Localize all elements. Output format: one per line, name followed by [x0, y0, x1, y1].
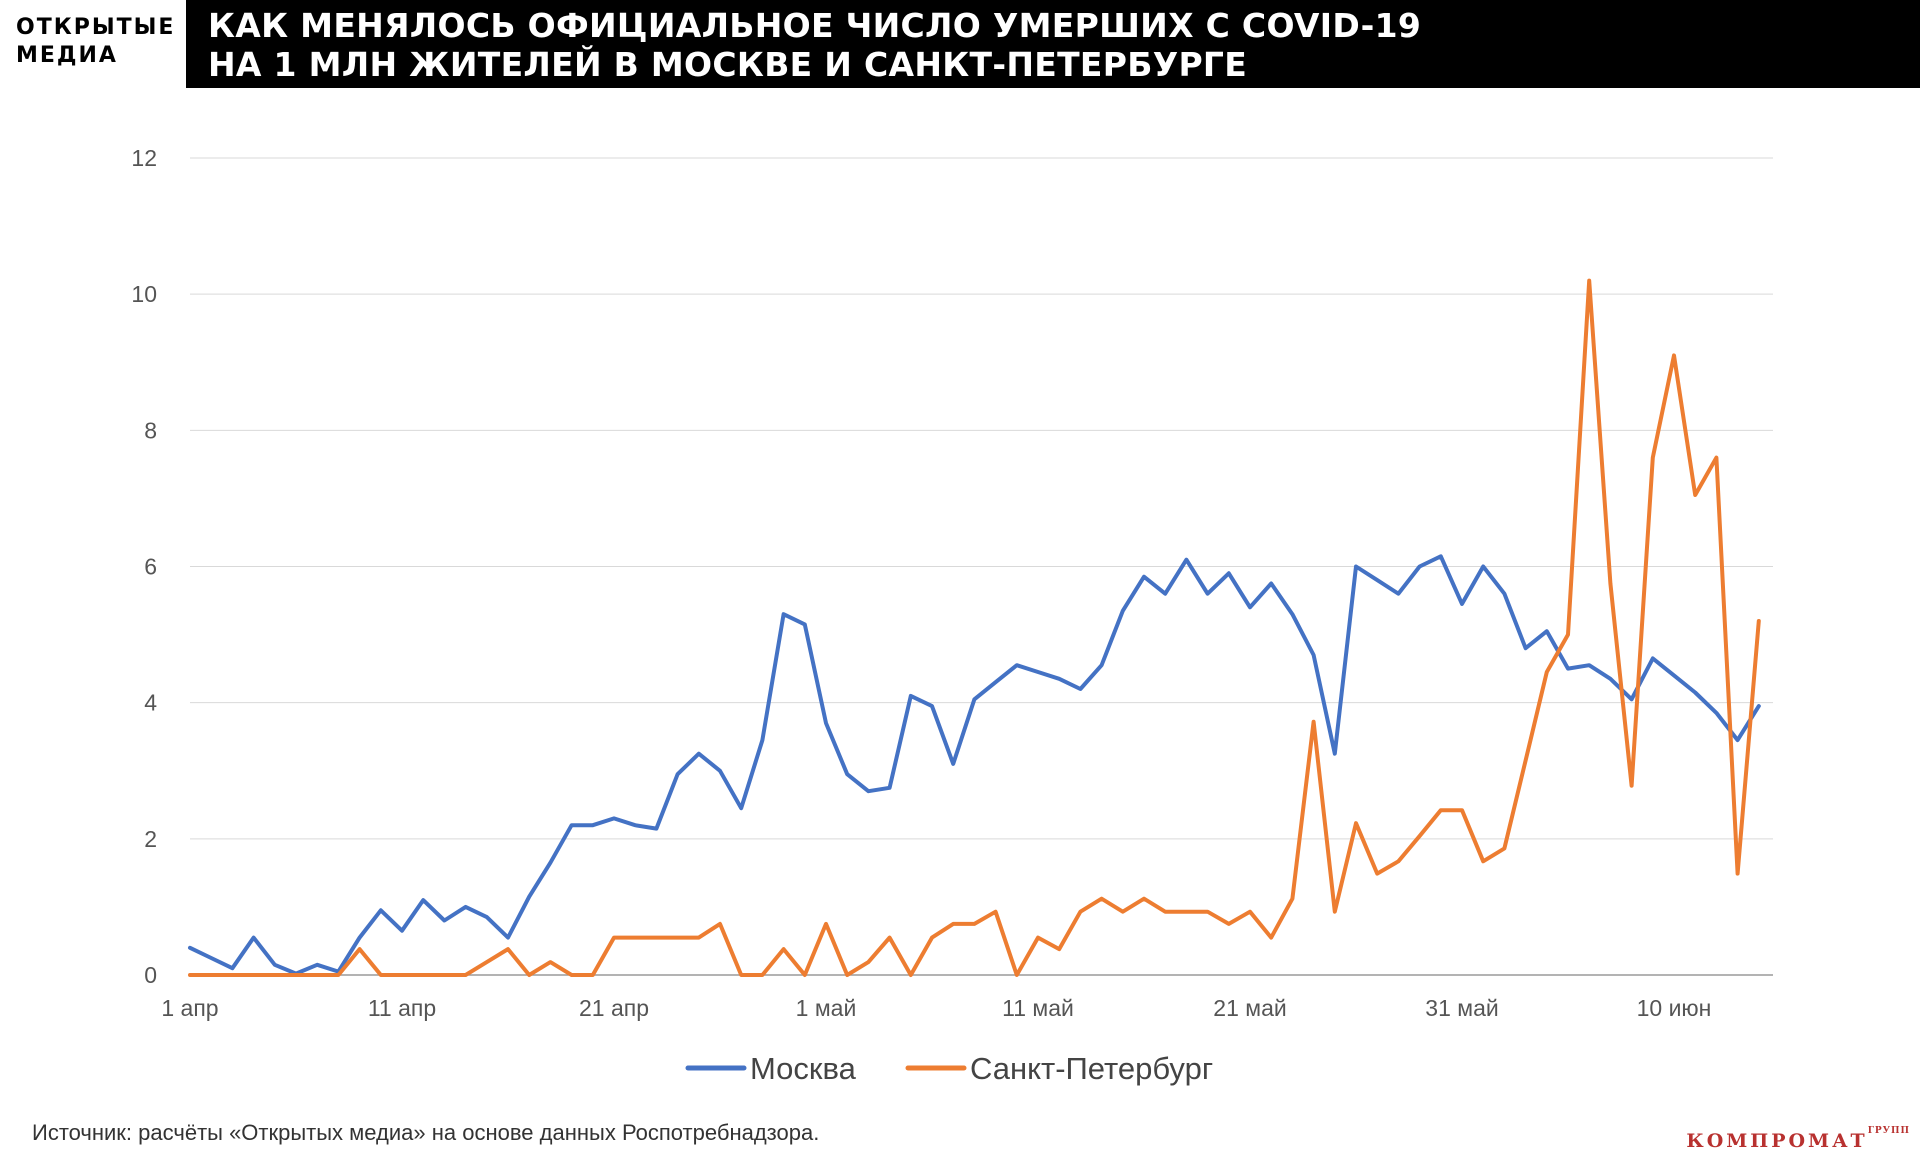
series-line [188, 278, 1761, 977]
x-tick-label: 21 май [1213, 995, 1286, 1021]
watermark-logo: КОМПРОМАТГРУПП [1686, 1126, 1910, 1152]
y-tick-label: 10 [131, 281, 157, 307]
x-tick-label: 1 май [796, 995, 857, 1021]
x-tick-label: 10 июн [1637, 995, 1712, 1021]
x-tick-label: 31 май [1425, 995, 1498, 1021]
logo-line-1: ОТКРЫТЫЕ [16, 15, 176, 40]
series-line [188, 554, 1761, 976]
page-title-line-1: КАК МЕНЯЛОСЬ ОФИЦИАЛЬНОЕ ЧИСЛО УМЕРШИХ С… [208, 6, 1422, 45]
y-tick-label: 4 [144, 690, 157, 716]
watermark-text: КОМПРОМАТ [1686, 1130, 1868, 1152]
watermark-superscript: ГРУПП [1867, 1126, 1910, 1136]
source-note: Источник: расчёты «Открытых медиа» на ос… [32, 1120, 820, 1145]
y-tick-label: 0 [144, 962, 157, 988]
legend-label: Москва [750, 1051, 857, 1086]
legend-label: Санкт-Петербург [970, 1051, 1213, 1086]
y-tick-label: 6 [144, 554, 157, 580]
page-title-line-2: НА 1 МЛН ЖИТЕЛЕЙ В МОСКВЕ И САНКТ-ПЕТЕРБ… [208, 45, 1248, 84]
y-tick-label: 12 [131, 145, 157, 171]
y-tick-label: 2 [144, 826, 157, 852]
title-banner: КАК МЕНЯЛОСЬ ОФИЦИАЛЬНОЕ ЧИСЛО УМЕРШИХ С… [186, 0, 1920, 88]
x-tick-label: 11 апр [368, 995, 436, 1021]
x-tick-label: 11 май [1002, 995, 1074, 1021]
x-tick-label: 21 апр [579, 995, 649, 1021]
x-tick-label: 1 апр [161, 995, 218, 1021]
brand-logo: ОТКРЫТЫЕ МЕДИА [16, 14, 175, 70]
y-tick-label: 8 [144, 417, 157, 443]
logo-line-2: МЕДИА [16, 43, 118, 68]
